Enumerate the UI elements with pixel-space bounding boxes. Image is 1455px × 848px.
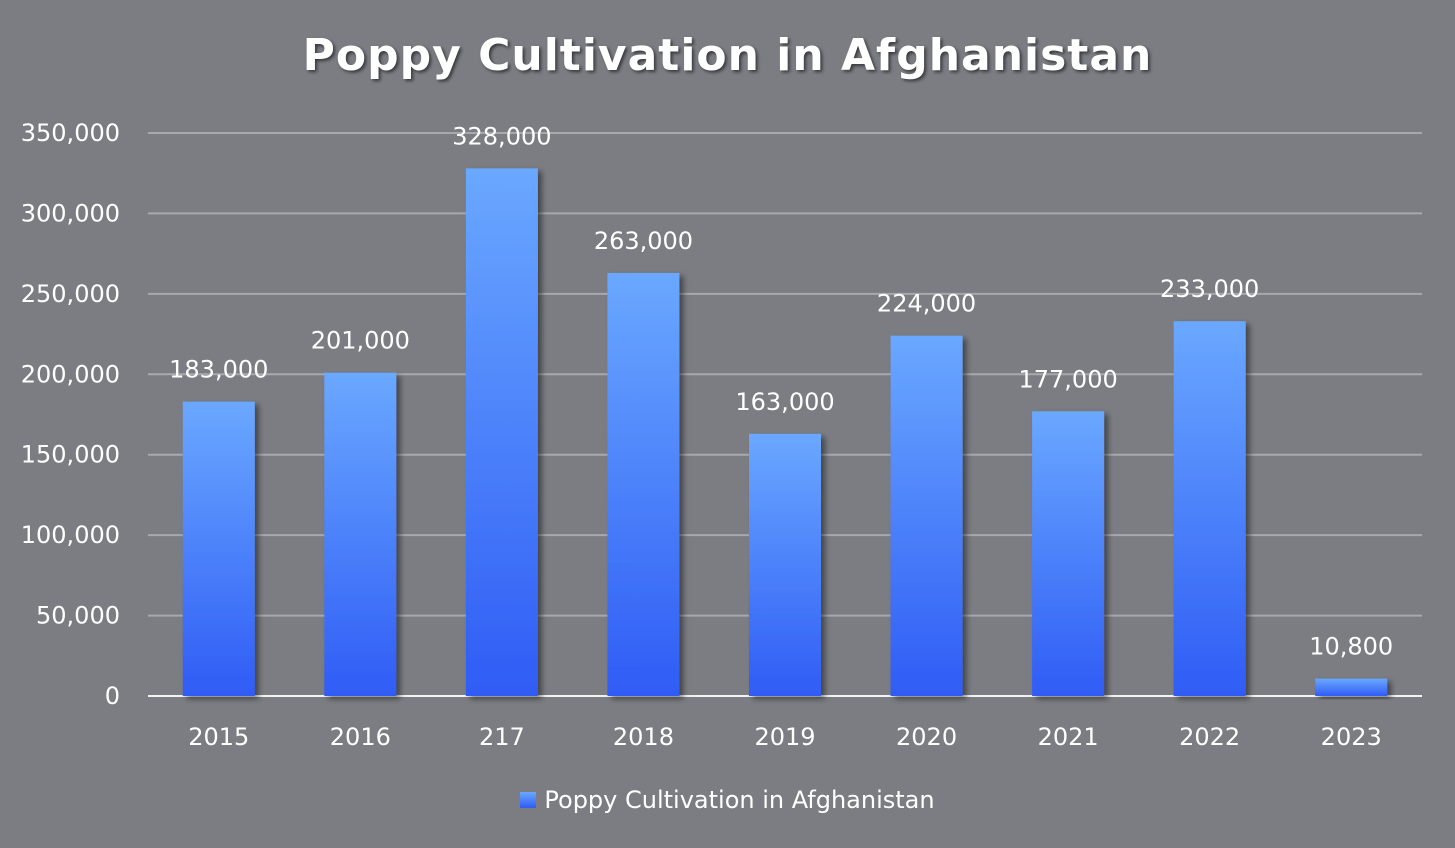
data-label: 10,800 (1309, 633, 1393, 661)
x-tick-label: 2019 (754, 723, 815, 751)
data-label: 263,000 (594, 227, 693, 255)
y-tick-label: 50,000 (36, 602, 120, 630)
bar (1173, 321, 1246, 696)
legend: Poppy Cultivation in Afghanistan (0, 786, 1455, 814)
y-tick-label: 150,000 (21, 441, 120, 469)
bar (182, 401, 255, 696)
data-labels: 183,000 201,000 328,000 263,000 163,000 224,0… (169, 122, 1393, 660)
legend-swatch (520, 792, 537, 808)
bar (1315, 678, 1388, 696)
bars (182, 168, 1388, 697)
x-tick-label: 2018 (613, 723, 674, 751)
bar (607, 272, 680, 696)
data-label: 201,000 (311, 327, 410, 355)
bar (890, 335, 963, 696)
bar (1032, 411, 1105, 696)
y-tick-label: 0 (105, 682, 120, 710)
data-label: 233,000 (1160, 275, 1259, 303)
x-tick-label: 2021 (1038, 723, 1099, 751)
x-tick-label: 2020 (896, 723, 957, 751)
x-tick-label: 217 (479, 723, 525, 751)
data-label: 328,000 (452, 122, 551, 150)
data-label: 183,000 (169, 356, 268, 384)
data-label: 224,000 (877, 290, 976, 318)
chart-title: Poppy Cultivation in Afghanistan (302, 30, 1153, 81)
bar (465, 168, 538, 697)
x-tick-label: 2023 (1321, 723, 1382, 751)
y-tick-label: 350,000 (21, 119, 120, 147)
y-axis-ticks: 0 50,000 100,000 150,000 200,000 250,000 300,0… (21, 119, 120, 710)
x-tick-label: 2022 (1179, 723, 1240, 751)
legend-label: Poppy Cultivation in Afghanistan (544, 786, 935, 814)
x-tick-label: 2016 (330, 723, 391, 751)
x-axis-ticks: 2015 2016 217 2018 2019 2020 2021 2022 2023 (188, 723, 1382, 751)
y-tick-label: 300,000 (21, 199, 120, 227)
bar (324, 372, 397, 696)
y-tick-label: 200,000 (21, 360, 120, 388)
x-tick-label: 2015 (188, 723, 249, 751)
bar (749, 433, 821, 696)
data-label: 177,000 (1018, 365, 1117, 393)
y-tick-label: 250,000 (21, 280, 120, 308)
y-tick-label: 100,000 (21, 521, 120, 549)
data-label: 163,000 (735, 388, 834, 416)
